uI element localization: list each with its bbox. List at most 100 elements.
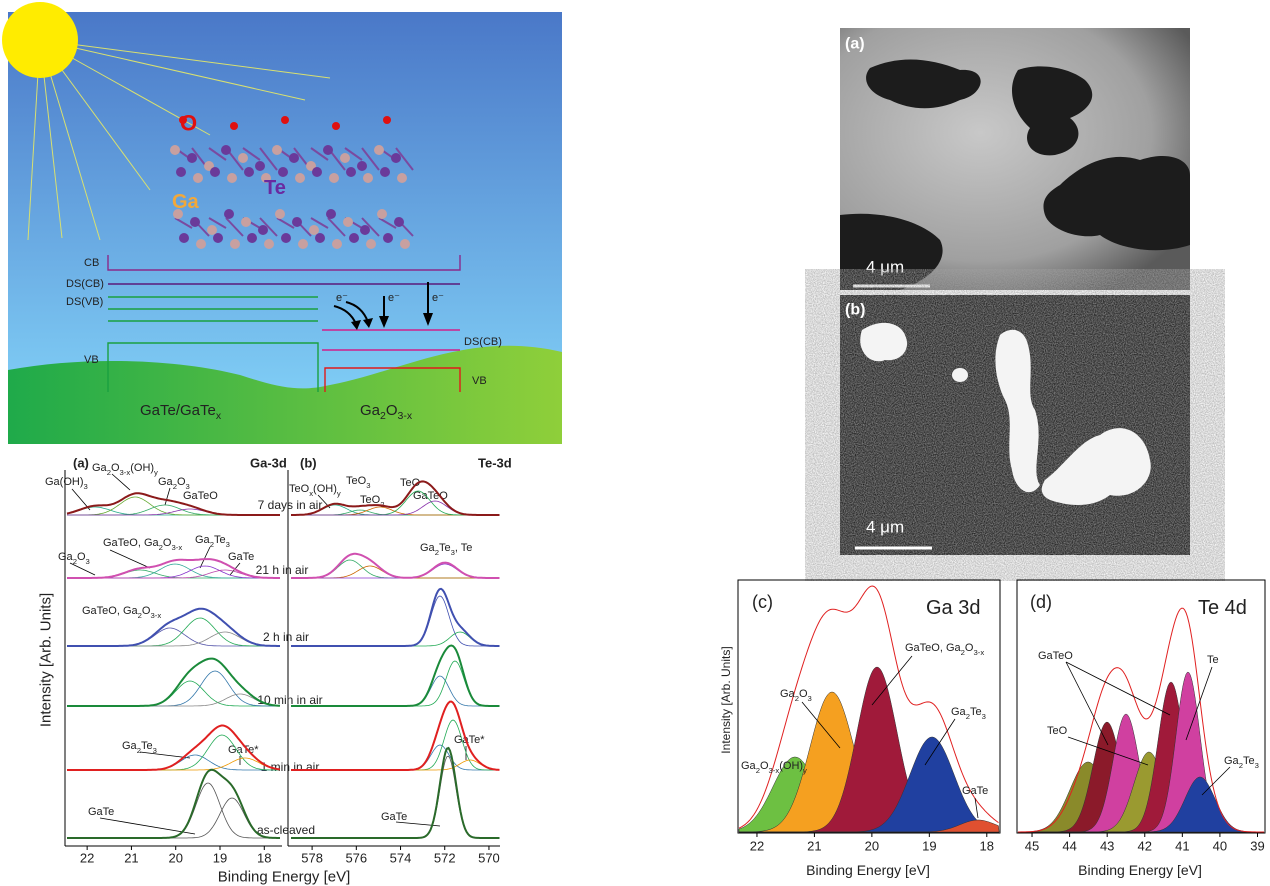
fit-component xyxy=(67,755,280,770)
fit-component xyxy=(67,566,280,578)
x-axis-title: Binding Energy [eV] xyxy=(1078,862,1202,878)
formula-part: GaTeO, Ga xyxy=(82,605,139,617)
atom xyxy=(221,145,231,155)
level-label: VB xyxy=(472,375,487,387)
x-tick-label: 18 xyxy=(980,839,994,854)
peak-label: GaTeO xyxy=(183,490,218,502)
atom xyxy=(332,239,342,249)
peak-label: GaTe xyxy=(228,551,254,563)
panel-title: Ga 3d xyxy=(926,597,980,619)
atom xyxy=(349,233,359,243)
atom-label: Te xyxy=(264,177,286,199)
atom xyxy=(380,167,390,177)
panel-label: (c) xyxy=(752,592,773,612)
formula-part: Ga xyxy=(420,542,436,554)
panel-title: Ga-3d xyxy=(250,456,287,471)
atom xyxy=(281,116,289,124)
condition-label: 7 days in air xyxy=(258,498,323,512)
x-tick-label: 570 xyxy=(478,851,500,866)
peak-label: Ga2O3 xyxy=(58,551,90,566)
panel-label: (b) xyxy=(845,302,865,319)
fit-component xyxy=(67,671,280,706)
peak-label: GaTe* xyxy=(454,734,485,746)
formula-part: 3 xyxy=(84,482,88,491)
peak-label: Ga(OH)3 xyxy=(45,476,88,491)
electron-label: e⁻ xyxy=(336,292,348,304)
peak-label: TeOx(OH)y xyxy=(289,483,341,498)
x-tick-label: 42 xyxy=(1138,839,1152,854)
x-tick-label: 578 xyxy=(301,851,323,866)
atom xyxy=(213,233,223,243)
x-tick-label: 39 xyxy=(1250,839,1264,854)
formula-part: 3-x xyxy=(171,543,182,552)
atom xyxy=(289,153,299,163)
formula-part: Ga xyxy=(741,760,757,772)
atom xyxy=(374,145,384,155)
peak-label: GaTe xyxy=(88,806,114,818)
x-tick-label: 41 xyxy=(1175,839,1189,854)
x-tick-label: 44 xyxy=(1062,839,1076,854)
atom xyxy=(264,239,274,249)
atom xyxy=(230,239,240,249)
formula-part: 3-x xyxy=(973,648,984,657)
level-label: DS(CB) xyxy=(464,336,502,348)
atom xyxy=(241,217,251,227)
illustration: O Ga Te CB DS(CB) DS(VB) VB DS(CB) VB e⁻… xyxy=(2,2,562,444)
panel-title: Te 4d xyxy=(1198,597,1247,619)
formula-part: (OH) xyxy=(779,760,803,772)
atom xyxy=(360,225,370,235)
formula-part: GaTe xyxy=(381,811,407,823)
formula-part: GaTe/GaTe xyxy=(140,402,216,419)
formula-part: TeO xyxy=(289,483,310,495)
atom xyxy=(278,167,288,177)
panel-label: (a) xyxy=(73,456,89,471)
fit-component xyxy=(67,628,280,646)
formula-part: Ga xyxy=(360,402,381,419)
formula-part: y xyxy=(803,766,807,775)
x-tick-label: 22 xyxy=(80,851,94,866)
figure: O Ga Te CB DS(CB) DS(VB) VB DS(CB) VB e⁻… xyxy=(0,0,1270,886)
formula-part: Te xyxy=(214,534,226,546)
level-label: DS(VB) xyxy=(66,296,103,308)
atom xyxy=(224,209,234,219)
formula-part: Te xyxy=(439,542,451,554)
atom xyxy=(193,173,203,183)
formula-part: Ga xyxy=(58,551,74,563)
formula-part: y xyxy=(337,489,341,498)
peak-label: GaTeO, Ga2O3-x xyxy=(103,537,182,552)
y-axis-title: Intensity [Arb. Units] xyxy=(38,593,55,727)
atom xyxy=(272,145,282,155)
x-tick-label: 40 xyxy=(1213,839,1227,854)
atom xyxy=(196,239,206,249)
atom xyxy=(255,161,265,171)
atom xyxy=(238,153,248,163)
peak-label: Ga2Te3 xyxy=(951,706,986,721)
fit-component xyxy=(67,505,280,515)
atom xyxy=(227,173,237,183)
leader-lines xyxy=(70,474,466,834)
x-tick-label: 20 xyxy=(168,851,182,866)
formula-part: Ga xyxy=(195,534,211,546)
peak-label: GaTeO, Ga2O3-x xyxy=(82,605,161,620)
formula-part: GaTe xyxy=(88,806,114,818)
atom xyxy=(247,233,257,243)
formula-part: (OH) xyxy=(313,483,337,495)
peak-label: GaTe xyxy=(381,811,407,823)
x-tick-label: 576 xyxy=(345,851,367,866)
xps-fits: Intensity [Arb. Units] Binding Energy [e… xyxy=(719,580,1265,878)
formula-part: Ga xyxy=(158,476,174,488)
atom xyxy=(377,209,387,219)
peak-label: Ga2O3 xyxy=(158,476,190,491)
formula-part: x xyxy=(216,410,222,422)
peak-label: GaTeO, Ga2O3-x xyxy=(905,642,984,657)
x-tick-label: 22 xyxy=(750,839,764,854)
scale-label: 4 μm xyxy=(866,518,904,537)
formula-part: (OH) xyxy=(130,462,154,474)
formula-part: GaTeO, Ga xyxy=(103,537,160,549)
level-label: VB xyxy=(84,354,99,366)
atom xyxy=(332,122,340,130)
atom xyxy=(258,225,268,235)
spectrum xyxy=(291,748,500,838)
formula-part: O xyxy=(386,402,398,419)
x-tick-label: 18 xyxy=(257,851,271,866)
